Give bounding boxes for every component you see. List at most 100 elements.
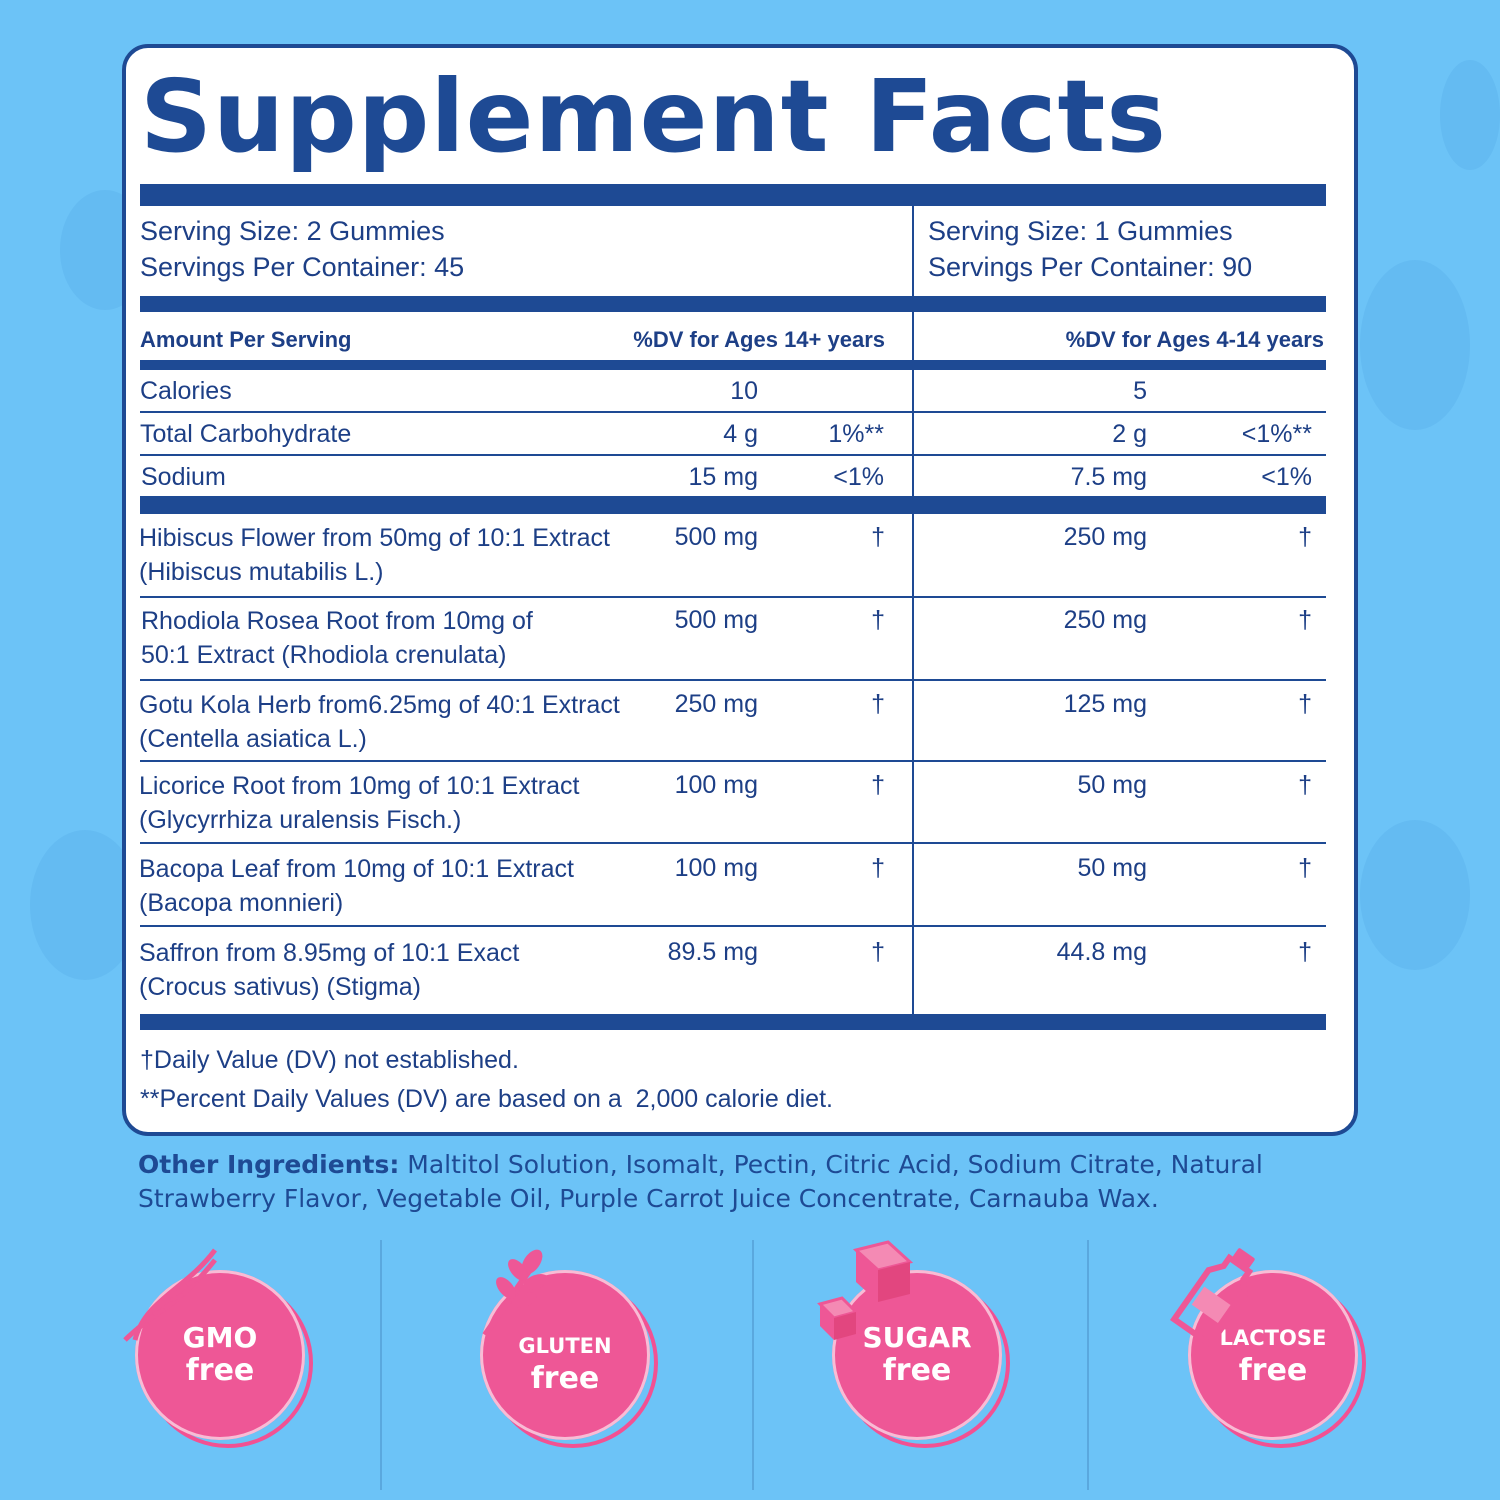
badge-free-label: free [882, 1353, 952, 1388]
ingredient-name: Saffron from 8.95mg of 10:1 Exact (Crocu… [139, 936, 519, 1004]
header-divider-bar [140, 360, 1326, 370]
dv-left: † [871, 690, 885, 718]
serving-info-right: Serving Size: 1 Gummies Servings Per Con… [928, 214, 1252, 284]
panel-title: Supplement Facts [140, 58, 1167, 175]
amount-right: 7.5 mg [1070, 463, 1147, 491]
dv-left: † [871, 523, 885, 551]
dv-right: † [1298, 771, 1312, 799]
dv-not-established-note: †Daily Value (DV) not established. [140, 1046, 519, 1074]
serving-size-left: Serving Size: 2 Gummies [140, 216, 445, 246]
ingredient-name: Licorice Root from 10mg of 10:1 Extract … [139, 769, 579, 837]
dv-left: † [871, 771, 885, 799]
amount-left: 4 g [723, 420, 758, 448]
gmo-free-badge: GMO free [123, 1248, 313, 1448]
gluten-free-badge: GLUTEN free [480, 1249, 658, 1448]
dv-right: † [1298, 606, 1312, 634]
dv-left: † [871, 606, 885, 634]
amount-right: 2 g [1112, 420, 1147, 448]
ingredient-line: Hibiscus Flower from 50mg of 10:1 Extrac… [139, 524, 610, 552]
amount-left: 500 mg [674, 523, 758, 551]
amount-right: 44.8 mg [1056, 938, 1147, 966]
badge-word: GMO [182, 1321, 258, 1354]
row-divider [140, 925, 1326, 927]
amount-left: 100 mg [674, 771, 758, 799]
ingredient-line: Gotu Kola Herb from6.25mg of 40:1 Extrac… [139, 691, 620, 719]
background-strawberry-shape [30, 830, 140, 980]
amount-right: 125 mg [1063, 690, 1147, 718]
ingredient-species: (Hibiscus mutabilis L.) [139, 558, 384, 586]
ingredient-line: Licorice Root from 10mg of 10:1 Extract [139, 772, 580, 800]
background-strawberry-shape [1360, 260, 1470, 430]
ingredient-species: (Bacopa monnieri) [139, 889, 344, 917]
badge-free-label: free [530, 1361, 600, 1396]
amount-right: 50 mg [1077, 771, 1147, 799]
nutrient-name: Calories [140, 377, 232, 405]
sugar-free-badge: SUGAR free [817, 1240, 1010, 1448]
dv-left: 1%** [828, 420, 884, 448]
badge-word: GLUTEN [518, 1334, 612, 1358]
ingredient-line: Saffron from 8.95mg of 10:1 Exact [139, 939, 520, 967]
serving-divider-bar [140, 296, 1326, 312]
amount-left: 89.5 mg [667, 938, 758, 966]
percent-dv-basis-note: **Percent Daily Values (DV) are based on… [140, 1085, 833, 1113]
ingredient-species: 50:1 Extract (Rhodiola crenulata) [141, 641, 507, 669]
amount-left: 15 mg [688, 463, 758, 491]
serving-size-right: Serving Size: 1 Gummies [928, 216, 1233, 246]
background-strawberry-shape [1360, 820, 1470, 970]
milk-bottle-icon [1169, 1248, 1255, 1349]
ingredient-name: Bacopa Leaf from 10mg of 10:1 Extract (B… [139, 852, 574, 920]
badge-word: LACTOSE [1219, 1326, 1327, 1350]
ingredient-line: Bacopa Leaf from 10mg of 10:1 Extract [139, 855, 574, 883]
ingredient-species: (Centella asiatica L.) [139, 725, 367, 753]
amount-per-serving-header: Amount Per Serving [140, 327, 352, 352]
dv-left: <1% [833, 463, 884, 491]
column-divider [912, 206, 914, 1014]
amount-left: 500 mg [674, 606, 758, 634]
other-ingredients: Other Ingredients: Maltitol Solution, Is… [138, 1148, 1318, 1216]
ingredient-species: (Crocus sativus) (Stigma) [139, 973, 421, 1001]
amount-right: 50 mg [1077, 854, 1147, 882]
row-divider [140, 411, 1326, 413]
ingredient-species: (Glycyrrhiza uralensis Fisch.) [139, 806, 462, 834]
nutrient-divider-bar [140, 496, 1326, 514]
dv-left: † [871, 938, 885, 966]
amount-right: 5 [1133, 377, 1147, 405]
dv-right: † [1298, 523, 1312, 551]
dv-right: <1%** [1241, 420, 1312, 448]
dv-right: † [1298, 690, 1312, 718]
dna-icon [123, 1248, 217, 1342]
supplement-facts-panel [122, 44, 1358, 1136]
badge-separator [1087, 1240, 1089, 1490]
background-strawberry-shape [1440, 60, 1500, 170]
amount-right: 250 mg [1063, 606, 1147, 634]
dv-header-right: %DV for Ages 4-14 years [1065, 327, 1324, 352]
amount-right: 250 mg [1063, 523, 1147, 551]
badge-word: SUGAR [862, 1321, 972, 1354]
badge-free-label: free [185, 1353, 255, 1388]
wheat-icon [482, 1249, 549, 1337]
row-divider [140, 679, 1326, 681]
badge-separator [380, 1240, 382, 1490]
dv-right: † [1298, 854, 1312, 882]
bottom-divider-bar [140, 1014, 1326, 1030]
nutrient-name: Total Carbohydrate [140, 420, 352, 448]
ingredient-name: Hibiscus Flower from 50mg of 10:1 Extrac… [139, 521, 610, 589]
serving-info-left: Serving Size: 2 Gummies Servings Per Con… [140, 214, 464, 284]
other-ingredients-label: Other Ingredients: [138, 1150, 400, 1179]
other-ingredients-text: Maltitol Solution, Isomalt, Pectin, Citr… [138, 1150, 1263, 1213]
badge-separator [752, 1240, 754, 1490]
dv-left: † [871, 854, 885, 882]
servings-per-container-right: Servings Per Container: 90 [928, 252, 1253, 282]
ingredient-name: Rhodiola Rosea Root from 10mg of 50:1 Ex… [141, 604, 533, 672]
amount-left: 250 mg [674, 690, 758, 718]
ingredient-line: Rhodiola Rosea Root from 10mg of [141, 607, 533, 635]
dv-right: <1% [1261, 463, 1312, 491]
lactose-free-badge: LACTOSE free [1169, 1248, 1366, 1448]
row-divider [140, 454, 1326, 456]
badge-disk: SUGAR free [832, 1270, 1002, 1440]
badge-disk: GMO free [135, 1270, 305, 1440]
servings-per-container-left: Servings Per Container: 45 [140, 252, 465, 282]
row-divider [140, 842, 1326, 844]
sugar-cube-icon [817, 1240, 914, 1340]
row-divider [140, 760, 1326, 762]
